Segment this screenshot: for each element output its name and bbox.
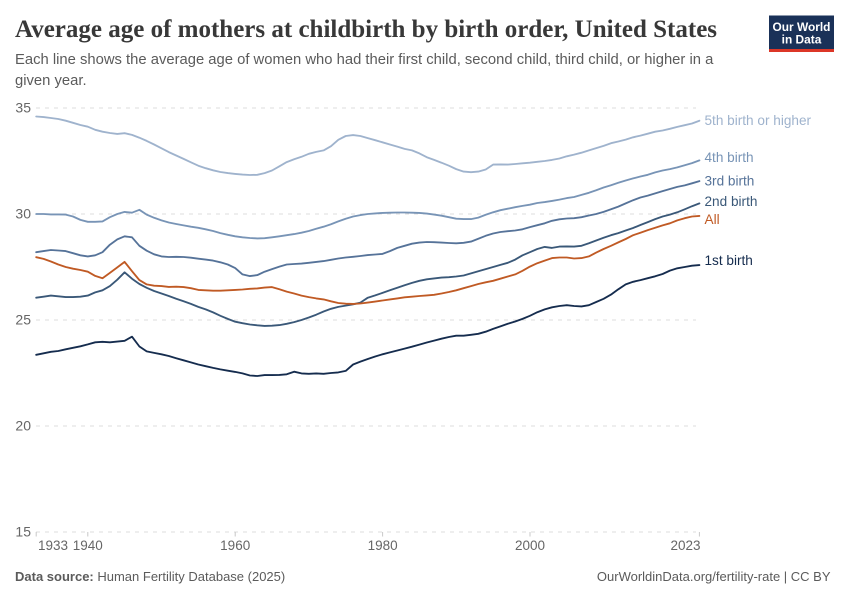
svg-text:Each line shows the average ag: Each line shows the average age of women… <box>15 52 714 68</box>
svg-text:1940: 1940 <box>73 538 103 553</box>
svg-text:OurWorldinData.org/fertility-r: OurWorldinData.org/fertility-rate | CC B… <box>597 569 831 584</box>
svg-text:35: 35 <box>15 100 31 116</box>
svg-text:2023: 2023 <box>670 538 700 553</box>
svg-text:15: 15 <box>15 524 31 540</box>
svg-text:1933: 1933 <box>38 538 68 553</box>
svg-text:Data source: Human Fertility D: Data source: Human Fertility Database (2… <box>15 569 285 584</box>
svg-text:4th birth: 4th birth <box>705 150 754 165</box>
svg-text:5th birth or higher: 5th birth or higher <box>705 113 812 128</box>
svg-text:1st birth: 1st birth <box>705 253 753 268</box>
svg-text:Our World: Our World <box>773 20 831 34</box>
svg-text:20: 20 <box>15 418 31 434</box>
svg-text:2000: 2000 <box>515 538 545 553</box>
svg-text:in Data: in Data <box>782 33 822 47</box>
svg-text:3rd birth: 3rd birth <box>705 173 755 188</box>
svg-text:1980: 1980 <box>368 538 398 553</box>
svg-text:25: 25 <box>15 312 31 328</box>
svg-text:30: 30 <box>15 206 31 222</box>
svg-text:1960: 1960 <box>220 538 250 553</box>
svg-text:2nd birth: 2nd birth <box>705 194 758 209</box>
svg-text:Average age of mothers at chil: Average age of mothers at childbirth by … <box>15 16 717 43</box>
svg-text:given year.: given year. <box>15 73 87 89</box>
svg-text:All: All <box>705 212 720 227</box>
